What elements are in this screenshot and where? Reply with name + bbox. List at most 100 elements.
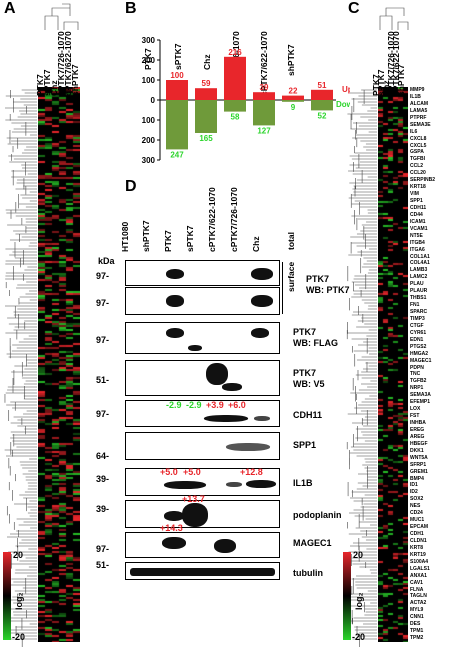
chart-b-bar-up [166,80,188,100]
gene-label: TGFB2 [410,378,427,385]
gene-label: DKK1 [410,447,424,454]
mw-ptk7-total: 97- [96,271,110,281]
gene-label: LOX [410,406,421,413]
chart-b-bar-up [195,88,217,100]
gene-label: CAV1 [410,579,423,586]
gene-label: IL1B [410,93,421,100]
chart-b-down-value: 127 [257,126,271,135]
panel-label-b: B [125,0,137,17]
chart-b-up-value: 51 [318,81,327,90]
lane-label-3: sPTK7 [185,225,195,252]
gene-label: CDH11 [410,204,427,211]
chart-b-up-value: 100 [170,71,184,80]
gene-label: PTGS2 [410,343,427,350]
gene-label: SPARC [410,309,428,315]
label-cdh11: CDH11 [293,410,323,420]
label-spp1: SPP1 [293,440,317,450]
chart-b-ytick-label: 200 [142,56,156,65]
gene-label: ID1 [410,482,418,489]
fc-magec1-0: +14.3 [160,523,183,533]
chart-b-bar-down [224,100,246,112]
gene-label: ANXA1 [410,572,427,579]
heatmap-c-scale-label: log₂ [354,592,364,611]
heatmap-c [378,87,408,642]
blot-v5 [125,360,280,396]
heatmap-a-scale-min: -20 [12,632,26,642]
heatmap-c-scale-min: -20 [352,632,366,642]
chart-b-legend-down: Down [336,100,350,109]
heatmap-c-col-5: shPTK7 [396,64,406,96]
gene-label: CD44 [410,211,423,218]
mw-tubulin: 51- [96,560,110,570]
gene-label: SEMA3A [410,392,431,399]
gene-label: LGALS1 [410,565,430,572]
gene-label: ACTA2 [410,600,427,607]
heatmap-a-scale-label: log₂ [14,592,24,611]
chart-b-up-value: 22 [289,87,298,96]
chart-b-ytick-label: 100 [142,76,156,85]
gene-label: TNC [410,371,421,378]
gene-label: COL4A1 [410,260,430,267]
gene-label: SPP1 [410,198,423,204]
chart-b-up-value: 59 [202,79,211,88]
gene-label: ALCAM [410,100,429,107]
label-total: total [286,232,296,250]
gene-label: LAMB3 [410,267,428,274]
gene-label: NT5E [410,232,423,239]
blot-spp1 [125,432,280,460]
chart-b-down-value: 247 [170,150,184,159]
heatmap-c-scale-max: 20 [353,550,364,560]
gene-label: TIMP3 [410,315,425,322]
mw-cdh11: 97- [96,409,110,419]
blot-ptk7-total [125,260,280,286]
panel-label-d: D [125,178,137,195]
gene-label: CCL20 [410,170,426,177]
fc-il1b-1: +5.0 [183,467,201,477]
gene-label: SFRP1 [410,461,427,468]
gene-label: HBEGF [410,440,428,447]
mw-il1b: 39- [96,474,110,484]
heatmap-a-color-scale [3,552,11,640]
chart-b-ytick-label: 300 [142,156,156,165]
blot-cdh11 [125,400,280,427]
gene-label: TAGLN [410,593,427,600]
lane-label-4: cPTK7/622-1070 [207,187,217,252]
gene-label: FLNA [410,586,424,593]
gene-label: PLAU [410,281,424,288]
gene-label: MMP9 [410,87,425,93]
lane-label-0: HT1080 [120,221,130,252]
gene-label: LAMA5 [410,107,428,114]
panel-label-c: C [348,0,360,17]
label-surface: surface [286,261,296,292]
chart-b-down-value: 165 [199,134,213,143]
fc-podoplanin-0: +13.7 [182,494,205,504]
chart-b-bar-down [253,100,275,126]
mw-ptk7-surface: 97- [96,298,110,308]
blot-tubulin [125,562,280,580]
heatmap-a-scale-max: 20 [13,550,24,560]
chart-b-down-value: 52 [318,111,327,120]
label-flag: PTK7 WB: FLAG [293,327,338,348]
fc-il1b-0: +5.0 [160,467,178,477]
gene-label: KRT18 [410,184,426,191]
chart-b-bar-down [166,100,188,150]
gene-label: NRP1 [410,385,424,392]
gene-label: CCL2 [410,163,424,170]
gene-label: TPM2 [410,635,424,642]
lane-label-6: Chz [251,236,261,252]
gene-label: PDPN [410,364,424,371]
gene-label: SOX2 [410,496,424,503]
chart-b-ytick-label: 200 [142,136,156,145]
bracket-line [282,262,283,314]
fc-cdh11-2: +3.9 [206,400,224,410]
chart-b-ytick-label: 300 [142,36,156,45]
lane-label-2: PTK7 [163,230,173,252]
gene-label: TPM1 [410,628,424,635]
blot-podoplanin [125,500,280,528]
mw-podoplanin: 39- [96,504,110,514]
label-podoplanin: podoplanin [293,510,342,520]
kda-label: kDa [98,256,115,266]
heatmap-a [38,87,80,642]
blot-magec1 [125,532,280,558]
chart-b-bar-up [282,95,304,100]
